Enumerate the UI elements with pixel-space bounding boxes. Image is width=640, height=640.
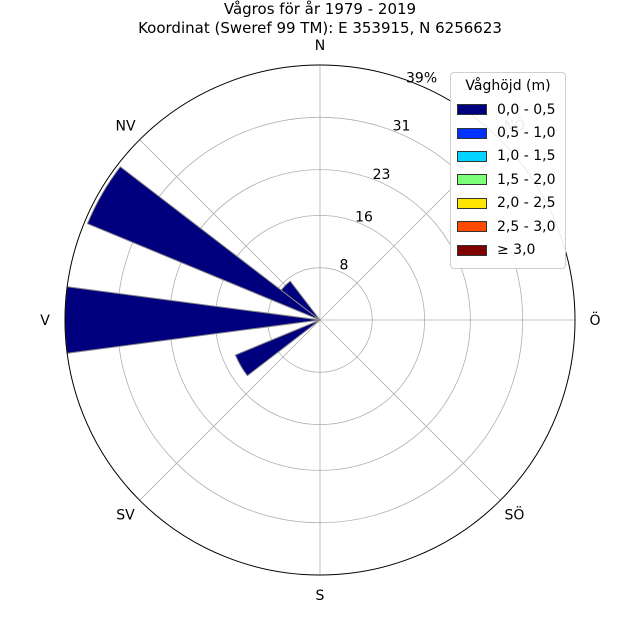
- legend-item: 2,0 - 2,5: [457, 192, 559, 215]
- compass-label: Ö: [589, 311, 600, 329]
- legend-title: Våghöjd (m): [465, 78, 551, 94]
- legend-swatch: [457, 127, 487, 139]
- radial-tick-label: 39%: [406, 70, 437, 86]
- radial-tick-label: 16: [355, 209, 373, 225]
- chart-title: Vågros för år 1979 - 2019: [223, 0, 417, 18]
- legend-label: 2,0 - 2,5: [497, 195, 556, 212]
- radial-tick-label: 31: [393, 119, 411, 135]
- legend-item: 1,5 - 2,0: [457, 168, 559, 191]
- compass-label: S: [316, 588, 325, 604]
- grid-spoke: [319, 319, 501, 501]
- legend-item: 0,0 - 0,5: [457, 98, 559, 121]
- legend-swatch: [457, 197, 487, 209]
- legend-swatch: [457, 174, 487, 186]
- compass-label: NV: [116, 119, 136, 135]
- legend-swatch: [457, 104, 487, 116]
- legend: Våghöjd (m) 0,0 - 0,5 0,5 - 1,0 1,0 - 1,…: [450, 72, 566, 269]
- legend-label: ≥ 3,0: [497, 242, 536, 259]
- legend-item: 1,0 - 1,5: [457, 145, 559, 168]
- legend-swatch: [457, 150, 487, 162]
- legend-swatch: [457, 221, 487, 233]
- legend-label: 2,5 - 3,0: [497, 218, 556, 235]
- compass-label: SV: [116, 507, 135, 523]
- compass-label: N: [315, 38, 325, 54]
- legend-item: 0,5 - 1,0: [457, 121, 559, 144]
- legend-label: 0,5 - 1,0: [497, 125, 556, 142]
- compass-label: SÖ: [505, 505, 525, 523]
- legend-label: 0,0 - 0,5: [497, 101, 556, 118]
- legend-swatch: [457, 244, 487, 256]
- chart-subtitle: Koordinat (Sweref 99 TM): E 353915, N 62…: [138, 19, 502, 37]
- legend-item: ≥ 3,0: [457, 238, 559, 261]
- legend-label: 1,0 - 1,5: [497, 148, 556, 165]
- radial-tick-label: 23: [373, 167, 391, 183]
- rose-wedge: [234, 319, 321, 377]
- legend-item: 2,5 - 3,0: [457, 215, 559, 238]
- radial-tick-label: 8: [340, 258, 349, 274]
- grid-spoke: [139, 319, 321, 501]
- compass-label: V: [40, 313, 50, 329]
- rose-wedge: [86, 166, 321, 321]
- rose-wedge: [280, 280, 321, 321]
- chart-frame: [64, 64, 576, 576]
- legend-label: 1,5 - 2,0: [497, 171, 556, 188]
